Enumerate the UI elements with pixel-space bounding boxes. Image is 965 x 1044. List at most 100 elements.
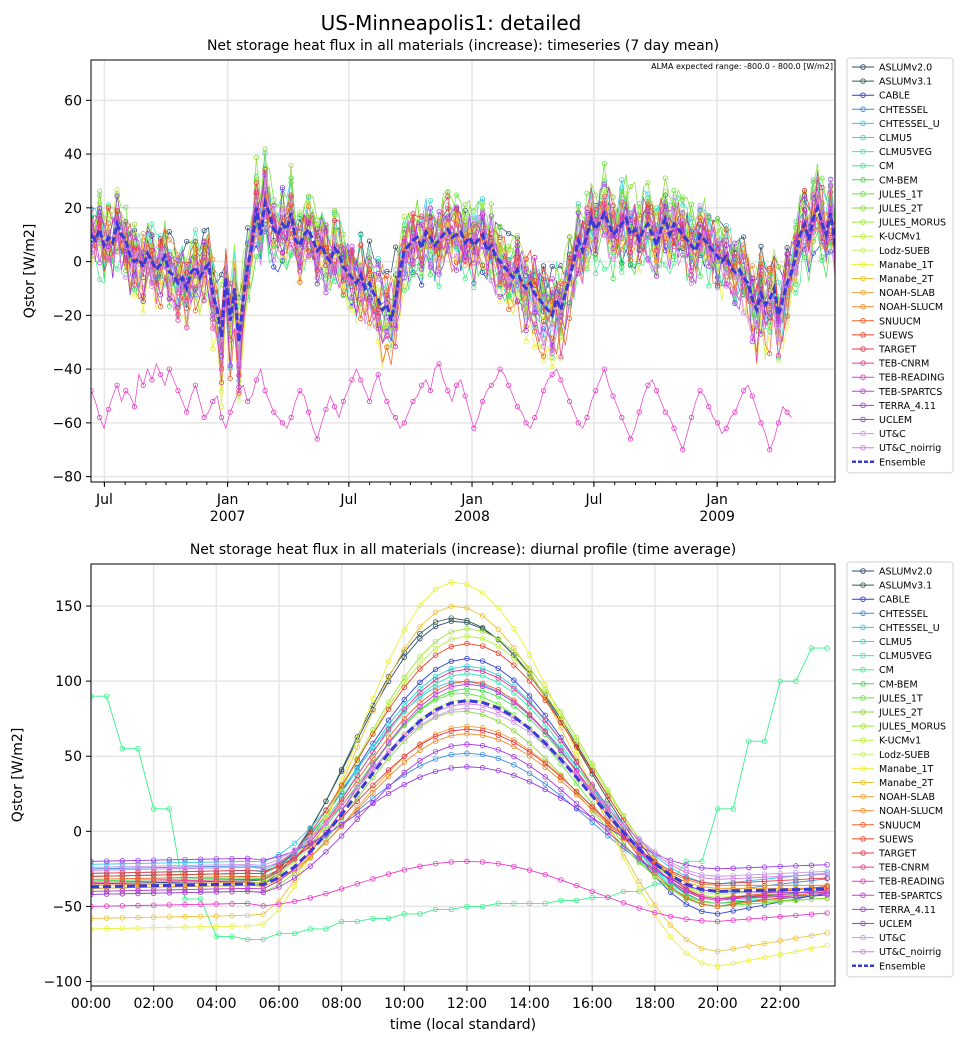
data-point	[314, 436, 320, 442]
data-point	[384, 320, 390, 327]
data-point	[601, 181, 608, 187]
data-point	[314, 275, 320, 281]
legend-entry: Manabe_1T	[852, 764, 934, 775]
data-point	[119, 903, 126, 909]
data-point	[610, 256, 616, 262]
data-point	[699, 918, 705, 924]
data-point	[354, 816, 360, 823]
data-point	[419, 271, 425, 277]
data-point	[291, 875, 298, 881]
data-point	[385, 740, 392, 746]
data-point	[654, 264, 660, 270]
data-point	[511, 699, 517, 705]
data-point	[532, 277, 538, 284]
data-point	[540, 318, 547, 325]
data-point	[662, 175, 668, 181]
data-point	[210, 325, 216, 331]
data-point	[184, 315, 190, 321]
legend-label: CABLE	[879, 595, 910, 606]
data-point	[366, 299, 373, 305]
data-point	[114, 187, 120, 193]
data-point	[793, 912, 799, 919]
data-point	[358, 377, 364, 383]
data-point	[453, 382, 460, 388]
data-point	[667, 922, 674, 928]
data-point	[471, 208, 477, 214]
data-point	[323, 820, 329, 826]
data-point	[276, 859, 282, 865]
data-point	[464, 605, 470, 611]
data-point	[542, 755, 548, 761]
data-point	[526, 678, 533, 684]
data-point	[401, 738, 407, 744]
data-point	[610, 236, 616, 242]
data-point	[150, 875, 157, 881]
data-point	[375, 315, 381, 322]
data-point	[495, 767, 501, 774]
legend-label: TEB-SPARTCS	[878, 387, 942, 398]
data-point	[777, 951, 783, 958]
data-point	[680, 209, 686, 215]
data-point	[824, 890, 830, 896]
data-point	[542, 900, 548, 907]
data-point	[218, 353, 225, 359]
data-point	[432, 713, 439, 719]
data-point	[479, 643, 486, 649]
data-point	[401, 654, 407, 661]
data-point	[699, 865, 705, 871]
legend-marker	[860, 219, 866, 225]
legend-marker	[860, 402, 866, 409]
data-point	[410, 247, 416, 253]
data-point	[495, 650, 501, 657]
legend-entry: TERRA_4.11	[852, 401, 936, 412]
xtick-label: 00:00	[71, 996, 111, 1012]
data-point	[91, 881, 94, 887]
data-point	[479, 751, 486, 758]
data-point	[427, 197, 433, 204]
data-point	[227, 337, 233, 343]
data-point	[417, 707, 423, 714]
data-point	[758, 420, 764, 426]
data-point	[448, 765, 454, 771]
data-point	[652, 881, 658, 887]
data-point	[218, 388, 225, 395]
legend-marker	[860, 332, 866, 338]
data-point	[526, 668, 533, 674]
data-point	[184, 325, 190, 331]
data-point	[119, 915, 126, 921]
data-point	[636, 258, 642, 264]
data-point	[166, 914, 173, 920]
data-point	[417, 686, 423, 692]
data-point	[260, 874, 266, 880]
data-point	[244, 861, 251, 868]
data-point	[323, 406, 329, 413]
data-point	[182, 859, 188, 866]
data-point	[777, 893, 783, 900]
data-point	[182, 856, 188, 863]
legend-entry: CM	[852, 161, 894, 172]
data-point	[511, 677, 517, 683]
data-point	[236, 398, 242, 404]
data-point	[401, 696, 407, 703]
data-point	[375, 326, 381, 332]
data-point	[410, 217, 416, 223]
data-point	[801, 187, 808, 194]
data-point	[808, 862, 815, 868]
series-line	[91, 707, 828, 877]
data-point	[131, 250, 138, 256]
legend-entry: NOAH-SLAB	[852, 792, 935, 803]
data-point	[767, 315, 773, 321]
data-point	[511, 662, 517, 668]
data-point	[385, 915, 392, 922]
data-point	[723, 225, 729, 232]
data-point	[323, 926, 329, 932]
data-point	[97, 200, 103, 206]
data-point	[699, 945, 705, 952]
data-point	[432, 638, 439, 645]
data-point	[432, 695, 439, 701]
data-point	[262, 174, 268, 180]
xtick-label: 18:00	[635, 996, 675, 1012]
data-point	[540, 263, 547, 269]
data-point	[279, 420, 286, 426]
data-point	[340, 242, 346, 248]
